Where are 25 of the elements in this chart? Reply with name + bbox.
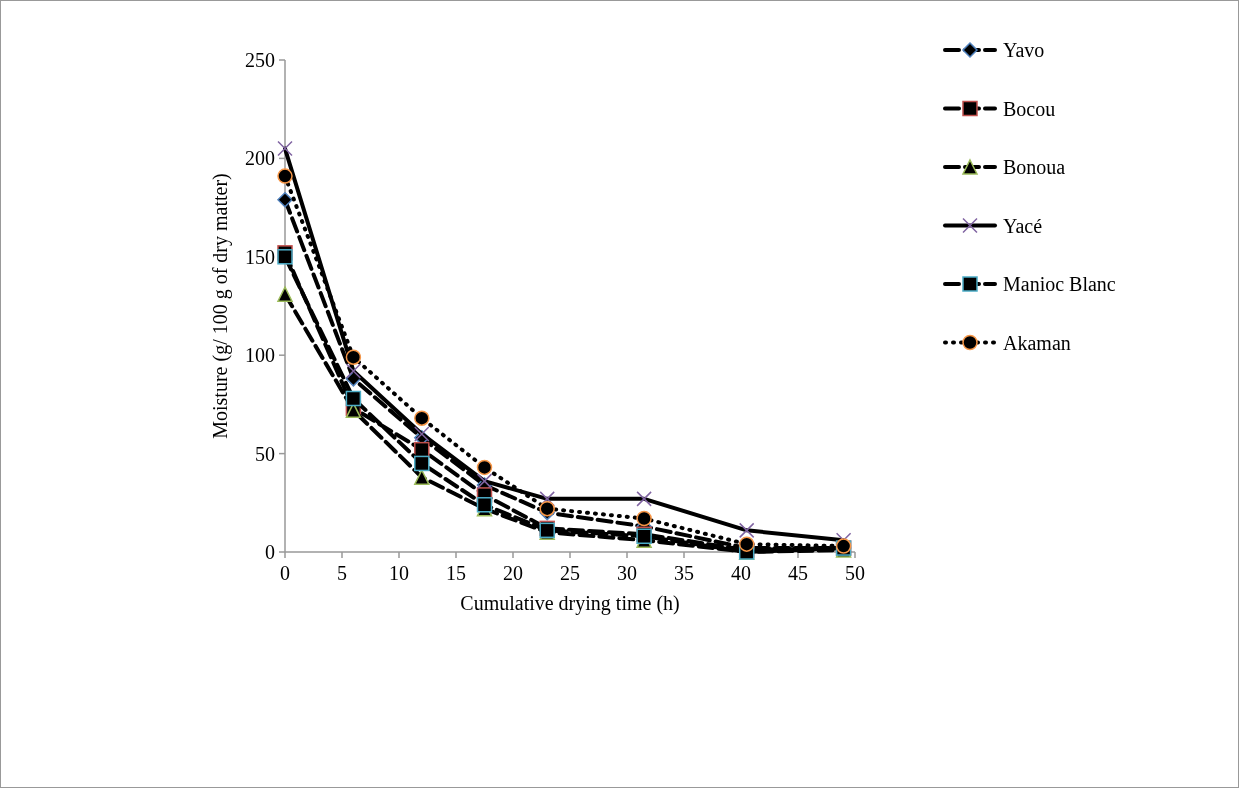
y-tick-label: 250 (245, 49, 275, 71)
legend-label: Yavo (1003, 39, 1045, 61)
y-tick-label: 100 (245, 344, 275, 367)
x-tick-label: 25 (560, 562, 580, 584)
legend-label: Bocou (1003, 97, 1056, 120)
legend-label: Manioc Blanc (1003, 273, 1116, 295)
x-tick-label: 40 (731, 562, 751, 584)
y-tick-label: 150 (245, 245, 275, 268)
legend-label: Bonoua (1003, 156, 1066, 178)
x-tick-label: 45 (788, 562, 808, 584)
legend-label: Akaman (1003, 331, 1071, 354)
x-tick-label: 35 (674, 562, 694, 584)
x-tick-label: 15 (446, 562, 466, 584)
x-axis-title: Cumulative drying time (h) (460, 592, 680, 615)
y-tick-label: 50 (255, 442, 275, 465)
x-tick-label: 30 (617, 562, 637, 584)
x-tick-label: 5 (337, 562, 347, 584)
x-tick-label: 10 (389, 562, 409, 584)
x-tick-label: 0 (280, 562, 290, 584)
x-tick-label: 50 (845, 562, 865, 584)
legend-label: Yacé (1003, 214, 1043, 237)
y-tick-label: 0 (265, 541, 275, 563)
y-tick-label: 200 (245, 147, 275, 170)
x-tick-label: 20 (503, 562, 523, 584)
y-axis-title: Moisture (g/ 100 g of dry matter) (209, 173, 232, 439)
